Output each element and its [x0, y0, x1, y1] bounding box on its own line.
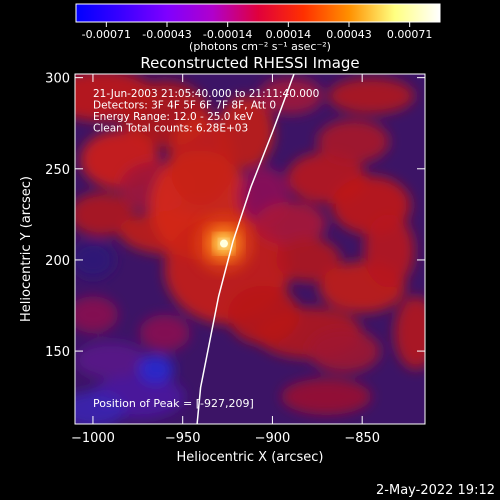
annotation-line: Energy Range: 12.0 - 25.0 keV	[93, 111, 254, 123]
peak-marker	[219, 239, 228, 248]
x-tick-label: −1000	[71, 431, 115, 446]
y-tick-label: 200	[45, 254, 70, 269]
x-tick-label: −950	[165, 431, 201, 446]
colorbar-tick-label: 0.00014	[266, 28, 312, 41]
annotation-line: Clean Total counts: 6.28E+03	[93, 123, 248, 135]
chart-title: Reconstructed RHESSI Image	[140, 54, 359, 72]
peak-position-label: Position of Peak = [-927,209]	[93, 397, 254, 410]
annotation-line: 21-Jun-2003 21:05:40.000 to 21:11:40.000	[93, 88, 319, 100]
y-tick-label: 150	[45, 345, 70, 360]
y-axis-ticks: 150 200 250 300	[45, 72, 425, 360]
annotation-block: 21-Jun-2003 21:05:40.000 to 21:11:40.000…	[93, 88, 319, 135]
footer-date: 2-May-2022 19:12	[376, 483, 495, 498]
y-tick-label: 300	[45, 72, 70, 87]
heatmap-image	[75, 74, 425, 424]
colorbar-tick-label: -0.00014	[203, 28, 252, 41]
colorbar-tick-label: 0.00071	[387, 28, 433, 41]
colorbar-ticks: -0.00071 -0.00043 -0.00014 0.00014 0.00043 0.…	[82, 22, 433, 41]
y-tick-label: 250	[45, 163, 70, 178]
colorbar-tick-label: -0.00071	[82, 28, 131, 41]
colorbar-unit-label: (photons cm⁻² s⁻¹ asec⁻²)	[189, 40, 331, 53]
plot-frame	[74, 73, 426, 425]
colorbar-tick-label: 0.00043	[326, 28, 372, 41]
solar-limb-curve	[196, 74, 295, 424]
colorbar	[75, 3, 441, 23]
x-axis-ticks: −1000 −950 −900 −850	[71, 74, 380, 446]
colorbar-tick-label: -0.00043	[142, 28, 191, 41]
x-tick-label: −850	[344, 431, 380, 446]
x-tick-label: −900	[255, 431, 291, 446]
annotation-line: Detectors: 3F 4F 5F 6F 7F 8F, Att 0	[93, 100, 276, 112]
y-axis-label: Heliocentric Y (arcsec)	[19, 176, 34, 322]
x-axis-label: Heliocentric X (arcsec)	[177, 450, 324, 465]
